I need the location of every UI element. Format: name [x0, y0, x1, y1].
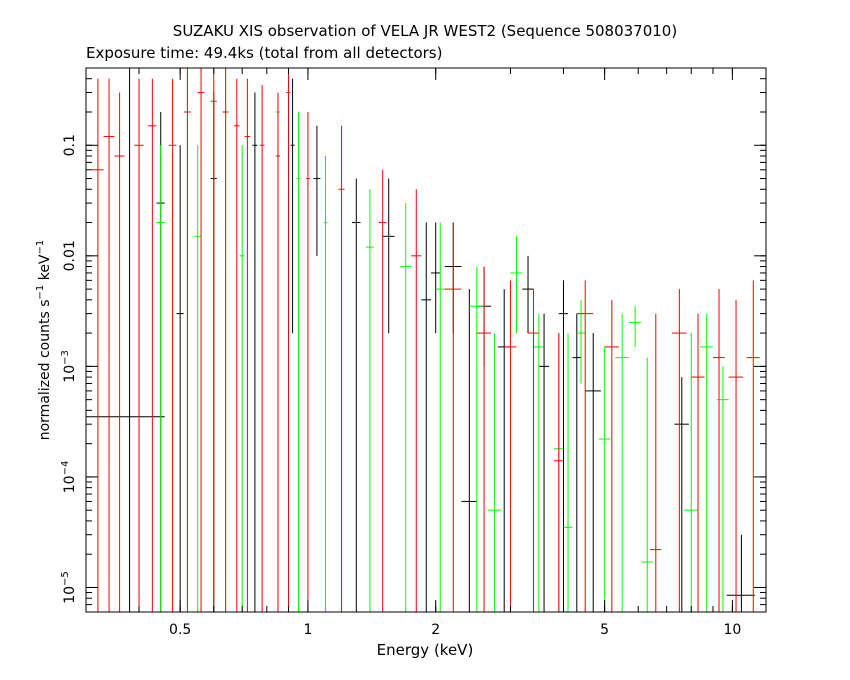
y-tick-label: 10−5	[60, 571, 78, 604]
data-point	[382, 178, 395, 334]
data-point	[234, 78, 240, 612]
data-point	[286, 73, 291, 612]
x-tick-label: 0.5	[169, 622, 191, 638]
data-point	[306, 111, 310, 612]
axis-ticks: 0.5 1 2 5 10 0.1 0.01 10−3 10−4 10−5	[60, 67, 766, 638]
data-point	[533, 313, 545, 612]
data-point	[400, 203, 412, 612]
y-axis-label: normalized counts s−1 keV−1	[35, 239, 53, 441]
data-point	[674, 377, 689, 612]
data-point	[323, 155, 328, 612]
data-point	[746, 280, 760, 612]
data-point	[510, 236, 523, 334]
data-point	[244, 78, 250, 612]
x-tick-label: 5	[600, 622, 609, 638]
data-point	[558, 280, 569, 612]
data-point	[435, 222, 445, 612]
data-point	[487, 333, 501, 612]
data-point	[378, 169, 387, 612]
series-0	[86, 68, 755, 612]
data-point	[431, 222, 441, 334]
data-point	[572, 313, 582, 612]
data-point	[504, 280, 517, 612]
y-tick-label: 10−3	[60, 350, 78, 383]
data-point	[585, 333, 601, 612]
data-point	[197, 68, 205, 612]
data-point	[576, 280, 594, 612]
data-point	[290, 78, 295, 334]
data-point	[134, 78, 144, 612]
data-point	[476, 266, 492, 612]
data-point	[538, 313, 550, 612]
data-point	[183, 68, 191, 612]
data-point	[615, 313, 629, 612]
y-tick-label: 0.1	[62, 134, 78, 156]
data-point	[628, 306, 642, 347]
data-point	[497, 289, 511, 612]
data-point	[599, 346, 611, 612]
data-point	[296, 111, 301, 612]
x-tick-label: 2	[431, 622, 440, 638]
chart-title: SUZAKU XIS observation of VELA JR WEST2 …	[172, 22, 678, 40]
data-point	[148, 78, 157, 612]
data-point	[156, 145, 165, 612]
data-point	[351, 178, 361, 612]
data-point	[444, 222, 462, 612]
data-point	[210, 68, 217, 612]
data-point	[411, 189, 422, 612]
data-point	[641, 357, 653, 612]
x-tick-label: 1	[303, 622, 312, 638]
data-point	[92, 78, 104, 612]
data-point	[461, 289, 477, 612]
y-tick-label: 0.01	[62, 240, 78, 271]
plot-frame	[85, 67, 767, 613]
data-point	[259, 85, 265, 612]
data-point	[522, 255, 534, 334]
data-point	[222, 68, 229, 612]
x-tick-label: 10	[723, 622, 741, 638]
data-point	[554, 333, 564, 612]
data-point	[671, 289, 687, 612]
data-point	[684, 333, 699, 612]
data-points-layer	[86, 68, 760, 612]
series-2	[92, 68, 760, 612]
chart-subtitle: Exposure time: 49.4ks (total from all de…	[86, 44, 443, 62]
data-point	[728, 299, 744, 612]
data-point	[469, 266, 485, 612]
data-point	[176, 145, 184, 612]
data-point	[194, 145, 202, 612]
data-point	[103, 78, 115, 612]
data-point	[252, 92, 258, 612]
x-axis-label: Energy (keV)	[376, 641, 474, 659]
data-point	[275, 92, 281, 612]
data-point	[700, 313, 713, 612]
data-point	[338, 125, 345, 612]
data-point	[726, 534, 755, 612]
data-point	[168, 78, 177, 612]
data-point	[528, 289, 539, 612]
data-point	[563, 333, 573, 612]
data-point	[239, 145, 245, 612]
data-point	[650, 313, 662, 612]
data-point	[604, 299, 619, 612]
y-tick-label: 10−4	[60, 461, 78, 494]
data-point	[691, 313, 705, 612]
data-point	[86, 68, 165, 612]
data-point	[313, 125, 321, 256]
data-point	[114, 92, 125, 612]
data-point	[712, 289, 725, 612]
data-point	[421, 222, 432, 612]
data-point	[576, 299, 586, 384]
series-1	[156, 92, 729, 612]
data-point	[365, 189, 374, 612]
